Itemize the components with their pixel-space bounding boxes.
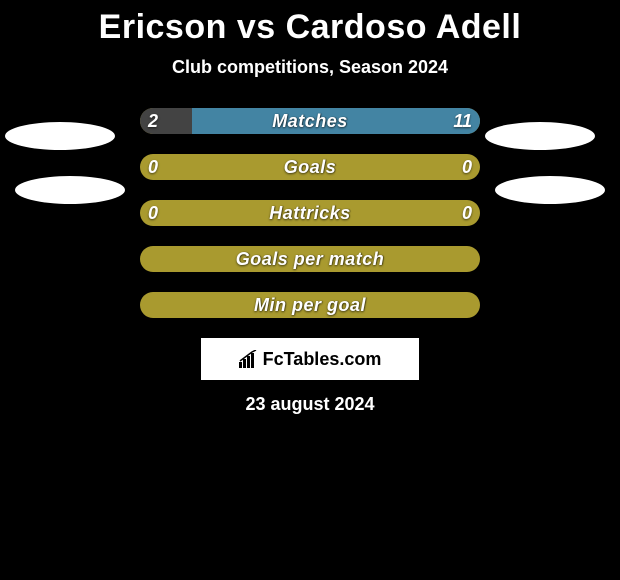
stat-value-right: 0 (462, 200, 472, 226)
stat-bar: Matches2 11 (140, 108, 480, 134)
stat-label: Matches (140, 108, 480, 134)
stat-bar: Hattricks0 0 (140, 200, 480, 226)
bar-chart-icon (239, 350, 259, 368)
page-title: Ericson vs Cardoso Adell (0, 0, 620, 47)
stat-row: Goals per match (0, 246, 620, 272)
comparison-infographic: Ericson vs Cardoso Adell Club competitio… (0, 0, 620, 580)
stat-label: Min per goal (140, 292, 480, 318)
stat-value-right: 11 (453, 108, 472, 134)
stat-bar: Min per goal (140, 292, 480, 318)
date-label: 23 august 2024 (0, 394, 620, 415)
page-subtitle: Club competitions, Season 2024 (0, 57, 620, 78)
brand-label: FcTables.com (239, 349, 382, 370)
stat-value-left: 2 (148, 108, 158, 134)
stat-label: Goals per match (140, 246, 480, 272)
stat-row: Min per goal (0, 292, 620, 318)
stat-value-right: 0 (462, 154, 472, 180)
stat-row: Hattricks0 0 (0, 200, 620, 226)
stat-row: Matches2 11 (0, 108, 620, 134)
stat-row: Goals0 0 (0, 154, 620, 180)
stat-value-left: 0 (148, 200, 158, 226)
stat-bar: Goals0 0 (140, 154, 480, 180)
stat-value-left: 0 (148, 154, 158, 180)
brand-box: FcTables.com (201, 338, 419, 380)
stat-bar: Goals per match (140, 246, 480, 272)
stat-label: Goals (140, 154, 480, 180)
stat-label: Hattricks (140, 200, 480, 226)
brand-text: FcTables.com (263, 349, 382, 370)
